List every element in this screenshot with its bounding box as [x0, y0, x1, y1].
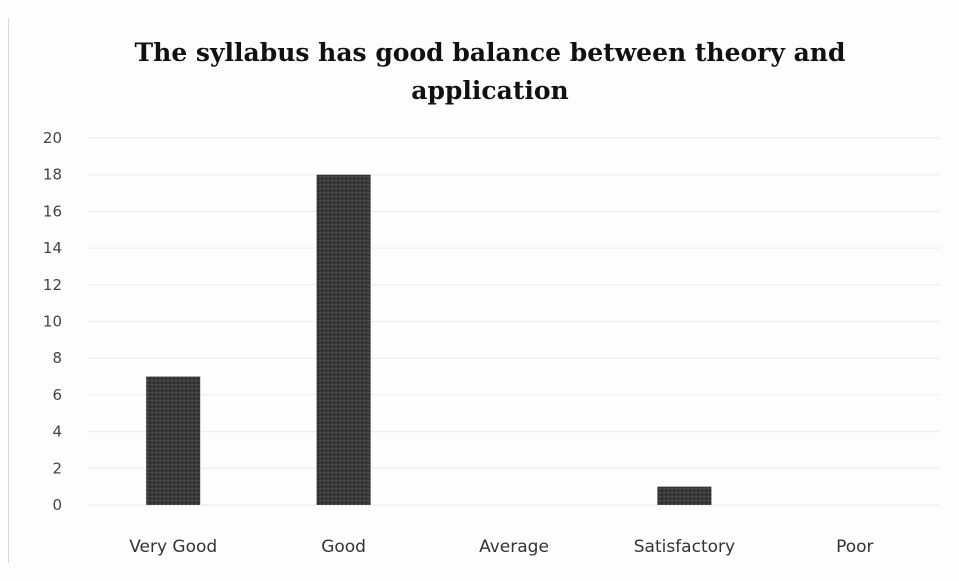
- x-category-label: Average: [479, 537, 549, 557]
- y-tick-label: 0: [52, 496, 62, 514]
- y-tick-label: 4: [52, 423, 62, 441]
- bar-good: [316, 174, 371, 505]
- chart-title: The syllabus has good balance between th…: [134, 38, 846, 105]
- y-tick-label: 2: [52, 459, 62, 477]
- x-category-label: Good: [321, 537, 366, 557]
- x-category-label: Satisfactory: [634, 537, 735, 557]
- y-tick-label: 8: [52, 349, 62, 367]
- y-tick-label: 20: [43, 129, 62, 147]
- y-tick-label: 12: [43, 276, 62, 294]
- y-tick-label: 18: [43, 166, 62, 184]
- x-axis-labels: Very Good Good Average Satisfactory Poor: [129, 537, 873, 557]
- bar-very-good: [146, 376, 201, 505]
- y-tick-label: 16: [43, 202, 62, 220]
- y-tick-label: 10: [43, 313, 62, 331]
- bar-satisfactory: [657, 486, 712, 505]
- y-tick-label: 14: [43, 239, 62, 257]
- frame-border: [8, 18, 9, 563]
- gridlines: [88, 137, 940, 506]
- bars: [146, 174, 712, 505]
- y-axis-ticks: 0 2 4 6 8 10 12 14 16 18 20: [43, 129, 62, 514]
- x-category-label: Poor: [836, 537, 873, 557]
- y-tick-label: 6: [52, 386, 62, 404]
- x-category-label: Very Good: [129, 537, 217, 557]
